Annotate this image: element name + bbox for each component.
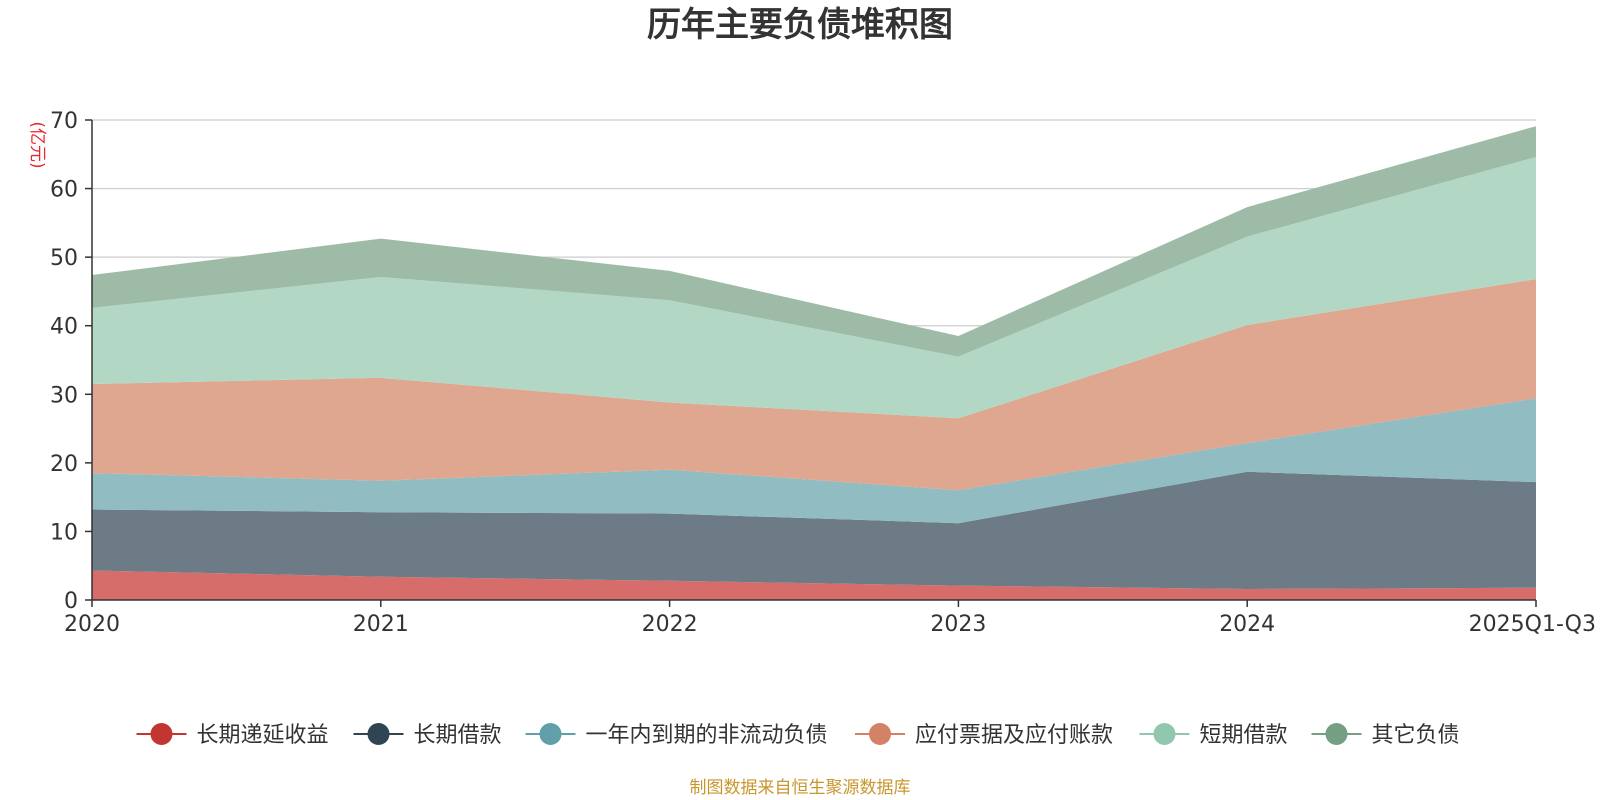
legend-label: 短期借款 (1200, 723, 1288, 748)
x-ticks: 2020 2021 2022 2023 2024 2025Q1-Q3 (64, 600, 1596, 637)
x-tick-label: 2025Q1-Q3 (1469, 612, 1596, 637)
y-tick-label: 50 (50, 246, 78, 271)
legend: 长期递延收益 长期借款 一年内到期的非流动负债 应付票据及应付账款 短期借款 其它负债 (136, 723, 1460, 748)
legend-marker (1153, 723, 1176, 745)
legend-item-2[interactable]: 长期借款 (353, 723, 502, 748)
area-series-6 (92, 126, 1536, 357)
legend-label: 一年内到期的非流动负债 (586, 723, 828, 748)
legend-label: 应付票据及应付账款 (915, 723, 1113, 748)
x-tick-label: 2021 (353, 612, 409, 637)
area-series-1 (92, 570, 1536, 600)
area-series (92, 126, 1536, 600)
y-ticks: 0 10 20 30 40 50 60 70 (50, 109, 92, 614)
y-axis-label: (亿元) (27, 121, 47, 168)
y-tick-label: 60 (50, 178, 78, 203)
legend-label: 长期借款 (414, 723, 502, 748)
legend-item-5[interactable]: 短期借款 (1139, 723, 1288, 748)
legend-item-3[interactable]: 一年内到期的非流动负债 (525, 723, 828, 748)
area-series-3 (92, 398, 1536, 524)
legend-marker (1325, 723, 1348, 745)
y-tick-label: 20 (50, 452, 78, 477)
source-note: 制图数据来自恒生聚源数据库 (690, 778, 911, 798)
area-series-2 (92, 471, 1536, 589)
chart-title: 历年主要负债堆积图 (647, 5, 953, 45)
x-tick-label: 2022 (642, 612, 698, 637)
y-tick-label: 30 (50, 383, 78, 408)
legend-marker (539, 723, 562, 745)
area-series-5 (92, 157, 1536, 419)
x-tick-label: 2020 (64, 612, 120, 637)
legend-marker (869, 723, 891, 745)
legend-item-1[interactable]: 长期递延收益 (136, 723, 329, 748)
y-tick-label: 0 (64, 589, 78, 614)
legend-item-6[interactable]: 其它负债 (1311, 723, 1460, 748)
legend-label: 长期递延收益 (197, 723, 329, 748)
x-tick-label: 2024 (1219, 612, 1275, 637)
x-tick-label: 2023 (930, 612, 986, 637)
legend-marker (367, 723, 390, 745)
y-tick-label: 70 (50, 109, 78, 134)
area-series-4 (92, 279, 1536, 491)
legend-label: 其它负债 (1372, 723, 1460, 748)
legend-marker (150, 723, 173, 745)
axes (91, 120, 1536, 601)
y-tick-label: 40 (50, 315, 78, 340)
legend-item-4[interactable]: 应付票据及应付账款 (855, 723, 1113, 748)
y-tick-label: 10 (50, 520, 78, 545)
